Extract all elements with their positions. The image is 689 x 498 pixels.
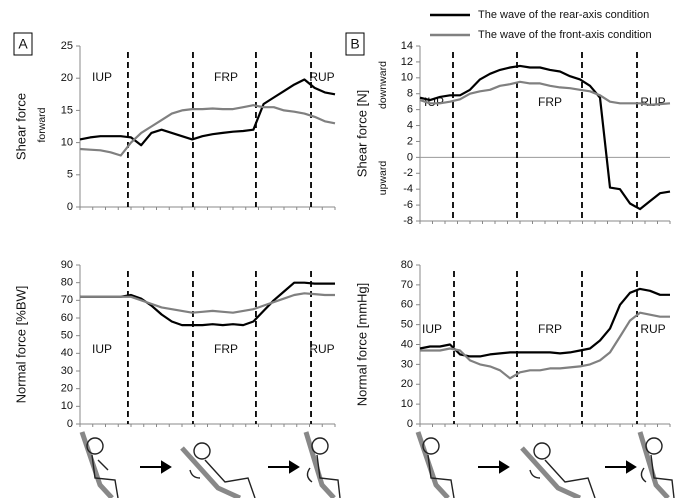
- y-tick-label: 70: [401, 279, 413, 291]
- legend-label: The wave of the front-axis condition: [478, 29, 652, 41]
- y-tick-label: 5: [67, 169, 73, 181]
- panel-label: A: [18, 36, 28, 52]
- y-tick-label: 20: [401, 378, 413, 390]
- y-tick-label: 30: [401, 358, 413, 370]
- chart-panel: 0 10 20 30 40 50 60 70 80 90 IUP FRP RUP Normal force…: [13, 259, 336, 430]
- y-tick-label: 6: [407, 104, 413, 116]
- phase-label: IUP: [422, 322, 442, 336]
- series-line: [419, 287, 670, 358]
- phase-label: FRP: [214, 342, 238, 356]
- y-tick-label: 60: [61, 312, 73, 324]
- phase-label: IUP: [424, 95, 444, 109]
- y-tick-label: 14: [401, 40, 413, 52]
- seat-reclined-1: [180, 442, 256, 498]
- y-tick-label: 80: [401, 259, 413, 271]
- y-tick-label: 0: [67, 201, 73, 213]
- y-axis-label: Shear force [N]: [354, 90, 369, 177]
- legend-label: The wave of the rear-axis condition: [478, 9, 649, 21]
- series-line: [420, 311, 670, 380]
- seat-upright-1: [79, 431, 119, 498]
- y-axis-label: Shear force: [13, 93, 28, 160]
- series-line: [419, 80, 671, 106]
- seat-upright-3: [415, 431, 455, 498]
- phase-label: RUP: [640, 95, 665, 109]
- seat-reclined-2: [520, 442, 596, 498]
- phase-label: FRP: [538, 322, 562, 336]
- y-tick-label: 90: [61, 259, 73, 271]
- y-tick-label: 2: [407, 135, 413, 147]
- chart-panel: -8 -6 -4 -2 0 2 4 6 8 10 12 14 IUP FRP RUP Shear force …: [345, 9, 671, 227]
- phase-label: RUP: [640, 322, 665, 336]
- series-line: [80, 292, 335, 314]
- y-axis-label: Normal force [%BW]: [13, 286, 28, 404]
- y-tick-label: 25: [61, 40, 73, 52]
- y-tick-label: -6: [403, 199, 413, 211]
- series-line: [79, 78, 336, 147]
- y-tick-label: 8: [407, 88, 413, 100]
- phase-label: RUP: [309, 342, 334, 356]
- y-tick-label: 40: [61, 347, 73, 359]
- y-tick-label: 0: [407, 418, 413, 430]
- panel-box: [13, 32, 33, 56]
- y-tick-label: 0: [407, 151, 413, 163]
- y-tick-label: 10: [401, 398, 413, 410]
- y-axis-sublabel: downward: [377, 61, 389, 109]
- y-tick-label: 60: [401, 299, 413, 311]
- y-axis-sublabel: upward: [377, 161, 389, 196]
- arrows: [140, 460, 637, 474]
- y-tick-label: 80: [61, 277, 73, 289]
- phase-label: IUP: [92, 342, 112, 356]
- y-tick-label: 0: [67, 418, 73, 430]
- y-tick-label: 40: [401, 338, 413, 350]
- y-tick-label: -8: [403, 215, 413, 227]
- y-tick-label: 15: [61, 104, 73, 116]
- phase-label: IUP: [92, 70, 112, 84]
- y-tick-label: 30: [61, 365, 73, 377]
- series-line: [79, 104, 336, 157]
- y-tick-label: 10: [61, 137, 73, 149]
- series-line: [80, 281, 335, 327]
- y-tick-label: -4: [403, 183, 413, 195]
- chart-panel: 0 10 20 30 40 50 60 70 80 IUP FRP RUP Normal force […: [354, 259, 671, 430]
- y-tick-label: 10: [61, 400, 73, 412]
- phase-label: RUP: [309, 70, 334, 84]
- series-line: [419, 64, 671, 211]
- phase-label: FRP: [538, 95, 562, 109]
- y-axis-label: Normal force [mmHg]: [354, 283, 369, 407]
- y-tick-label: 50: [61, 330, 73, 342]
- phase-label: FRP: [214, 70, 238, 84]
- y-tick-label: 10: [401, 72, 413, 84]
- y-tick-label: 70: [61, 294, 73, 306]
- y-tick-label: 20: [61, 383, 73, 395]
- y-tick-label: 4: [407, 119, 413, 131]
- y-tick-label: -2: [403, 167, 413, 179]
- illustrations: [79, 431, 675, 498]
- panel-box: [345, 32, 365, 56]
- y-tick-label: 20: [61, 72, 73, 84]
- y-tick-label: 12: [401, 56, 413, 68]
- panel-label: B: [350, 36, 359, 52]
- y-tick-label: 50: [401, 319, 413, 331]
- seat-upright-4: [637, 431, 675, 498]
- chart-panel: 0 5 10 15 20 25 IUP FRP RUP Shear force forward A: [13, 32, 336, 213]
- y-axis-sublabel: forward: [36, 107, 48, 142]
- seat-upright-2: [303, 431, 341, 498]
